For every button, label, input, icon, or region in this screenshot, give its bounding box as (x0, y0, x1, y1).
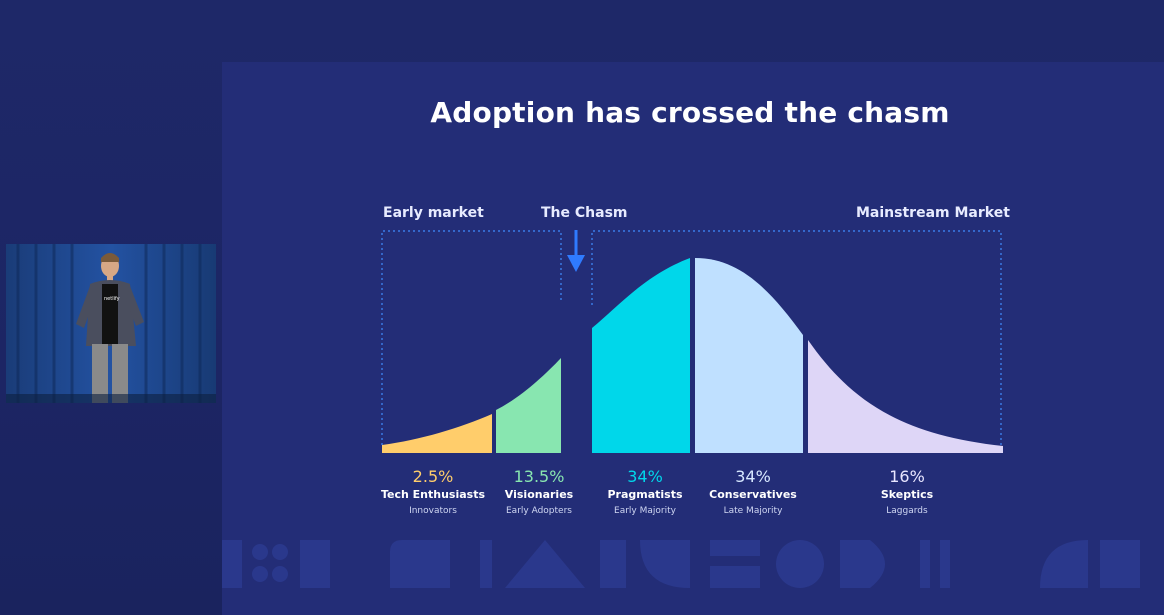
late-majority-name: Conservatives (709, 488, 797, 501)
mainstream-market-bracket (591, 230, 1002, 445)
innovators-segment (382, 414, 492, 453)
chasm-arrow-icon (567, 230, 585, 272)
early-majority-segment (592, 258, 690, 453)
presenter-figure: netlify (76, 253, 144, 403)
early-majority-sub: Early Majority (614, 506, 676, 516)
innovators-sub: Innovators (409, 506, 457, 516)
innovators-percent: 2.5% (412, 467, 454, 486)
early-adopters-name: Visionaries (504, 488, 574, 501)
mainstream-market-label: Mainstream Market (856, 205, 1010, 221)
laggards-name: Skeptics (880, 488, 934, 501)
laggards-segment (808, 340, 1003, 453)
slide-panel (222, 62, 1164, 615)
early-market-bracket (381, 230, 562, 445)
presenter-video-inset: netlify (6, 244, 216, 403)
innovators-name: Tech Enthusiasts (380, 488, 486, 501)
early-market-label: Early market (383, 205, 484, 221)
early-adopters-percent: 13.5% (513, 467, 565, 486)
laggards-sub: Laggards (886, 506, 928, 516)
laggards-percent: 16% (889, 467, 925, 486)
late-majority-segment (695, 258, 803, 453)
early-adopters-segment (496, 358, 561, 453)
presenter-video-feed: netlify (6, 244, 216, 403)
shirt-text: netlify (104, 296, 120, 302)
slide-title: Adoption has crossed the chasm (430, 96, 950, 129)
early-majority-percent: 34% (627, 467, 663, 486)
early-adopters-sub: Early Adopters (506, 506, 572, 516)
late-majority-sub: Late Majority (723, 506, 783, 516)
late-majority-percent: 34% (735, 467, 771, 486)
chasm-label: The Chasm (541, 205, 628, 221)
early-majority-name: Pragmatists (607, 488, 683, 501)
